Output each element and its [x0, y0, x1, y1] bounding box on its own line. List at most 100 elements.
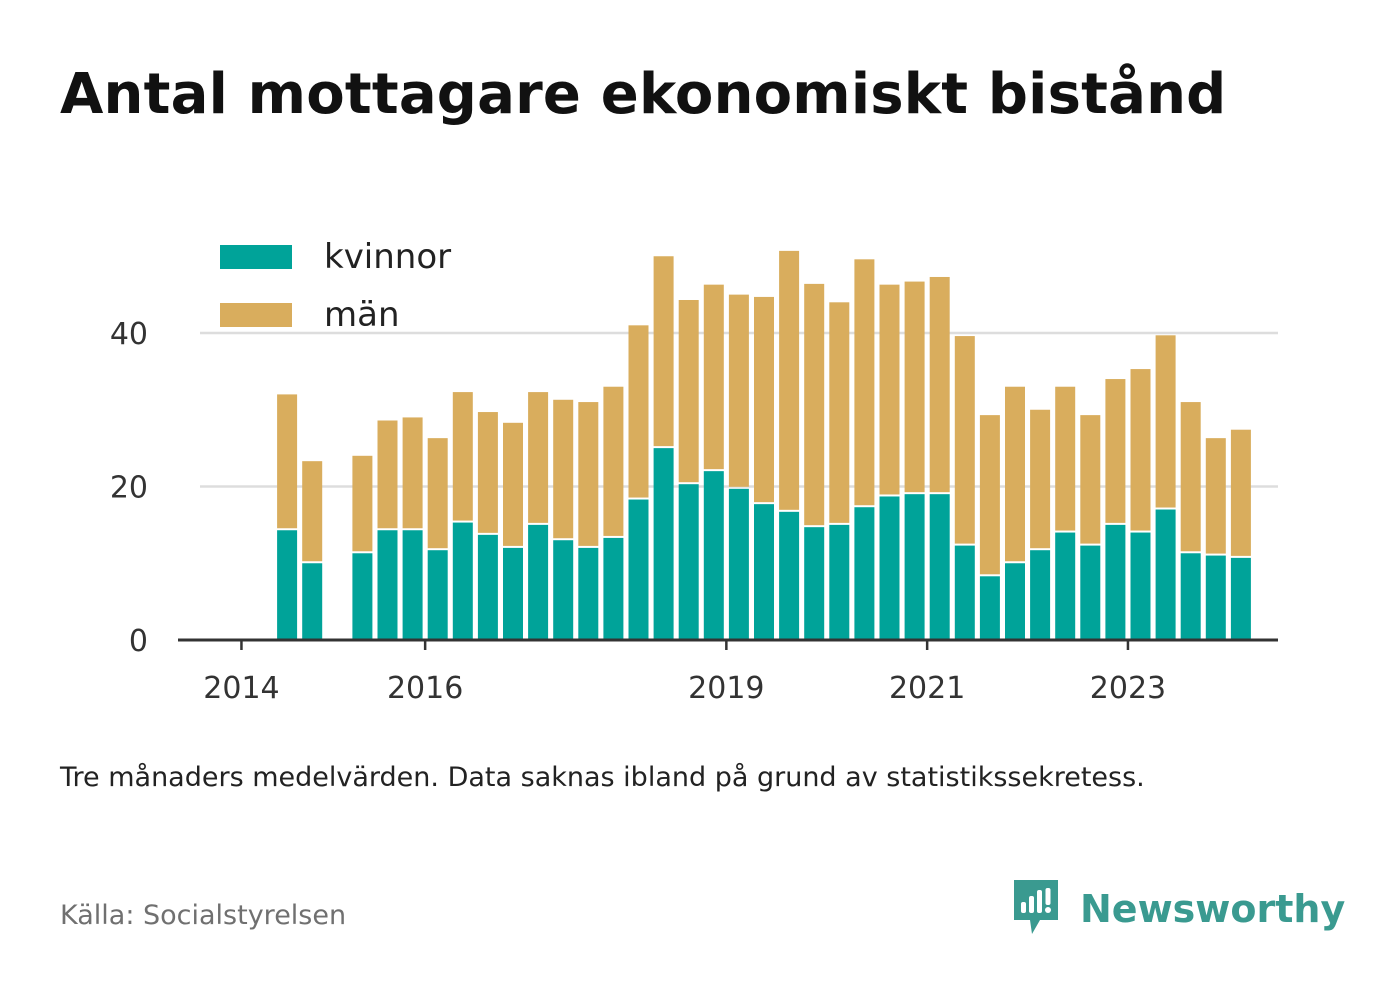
legend-label-kvinnor: kvinnor — [324, 237, 452, 277]
bar-man — [377, 420, 398, 529]
source-label: Källa: Socialstyrelsen — [60, 900, 347, 931]
bar-kvinnor — [402, 530, 423, 640]
legend-label-man: män — [324, 295, 400, 335]
bar-kvinnor — [954, 545, 975, 640]
bar-kvinnor — [779, 511, 800, 640]
bar-man — [1030, 409, 1051, 549]
bar-man — [578, 402, 599, 546]
y-tick-label: 20 — [110, 471, 148, 506]
bar-kvinnor — [979, 576, 1000, 640]
bar-man — [503, 422, 523, 546]
bar-kvinnor — [1230, 557, 1251, 640]
bars — [277, 250, 1251, 640]
bar-man — [929, 276, 950, 493]
bar-kvinnor — [277, 530, 298, 640]
bar-man — [1205, 438, 1226, 554]
chart-note: Tre månaders medelvärden. Data saknas ib… — [60, 762, 1145, 793]
bar-man — [1055, 386, 1076, 531]
bar-man — [277, 394, 298, 529]
bar-kvinnor — [352, 553, 373, 640]
bar-kvinnor — [1055, 532, 1076, 640]
bar-kvinnor — [879, 496, 900, 640]
bar-kvinnor — [578, 547, 599, 640]
bar-kvinnor — [829, 524, 850, 640]
bar-man — [653, 256, 674, 447]
bar-kvinnor — [703, 471, 724, 640]
bar-man — [879, 284, 900, 495]
bar-man — [553, 399, 574, 539]
x-tick-label: 2023 — [1090, 671, 1166, 706]
bar-man — [603, 386, 624, 536]
bar-man — [628, 325, 649, 498]
bar-kvinnor — [1080, 545, 1101, 640]
newsworthy-logo-icon — [1010, 876, 1062, 942]
bar-man — [728, 294, 749, 487]
bar-man — [1005, 386, 1025, 562]
bar-man — [302, 461, 323, 562]
legend-item-man: män — [220, 286, 451, 344]
bar-kvinnor — [653, 448, 674, 640]
bar-man — [1105, 379, 1126, 523]
bar-kvinnor — [528, 524, 549, 640]
bar-man — [452, 392, 473, 521]
bar-man — [779, 250, 800, 510]
bar-kvinnor — [678, 484, 699, 640]
bar-kvinnor — [302, 563, 323, 640]
bar-kvinnor — [1005, 563, 1025, 640]
bar-kvinnor — [427, 550, 448, 640]
bar-man — [754, 296, 774, 503]
bar-man — [954, 336, 975, 544]
legend: kvinnor män — [220, 228, 451, 344]
x-tick-label: 2021 — [889, 671, 965, 706]
bar-kvinnor — [1205, 555, 1226, 640]
legend-swatch-man — [220, 303, 292, 327]
bar-man — [1080, 415, 1101, 544]
bar-man — [1130, 369, 1151, 531]
bar-kvinnor — [377, 530, 398, 640]
bar-kvinnor — [1130, 532, 1151, 640]
bar-kvinnor — [1155, 509, 1176, 640]
bar-kvinnor — [804, 527, 825, 640]
bar-kvinnor — [603, 537, 624, 640]
legend-item-kvinnor: kvinnor — [220, 228, 451, 286]
bar-man — [703, 284, 724, 470]
newsworthy-brand[interactable]: Newsworthy — [1010, 876, 1345, 942]
bar-kvinnor — [1180, 553, 1201, 640]
bar-man — [477, 412, 498, 533]
x-tick-label: 2014 — [203, 671, 279, 706]
bar-man — [678, 299, 699, 483]
chart-title: Antal mottagare ekonomiskt bistånd — [60, 62, 1227, 127]
bar-kvinnor — [503, 547, 523, 640]
y-tick-label: 0 — [129, 624, 148, 659]
bar-man — [1155, 335, 1176, 508]
bar-man — [829, 302, 850, 523]
bar-man — [854, 259, 875, 506]
bar-kvinnor — [452, 522, 473, 640]
bar-man — [352, 455, 373, 552]
bar-kvinnor — [728, 488, 749, 640]
brand-name: Newsworthy — [1080, 887, 1346, 931]
bar-kvinnor — [854, 507, 875, 640]
bar-man — [904, 281, 925, 493]
y-tick-label: 40 — [110, 317, 148, 352]
bar-man — [804, 283, 825, 526]
bar-man — [1180, 402, 1201, 552]
bar-kvinnor — [929, 494, 950, 640]
bar-man — [1230, 429, 1251, 556]
x-tick-label: 2019 — [688, 671, 764, 706]
bar-kvinnor — [477, 534, 498, 640]
bar-man — [979, 415, 1000, 575]
bar-kvinnor — [1030, 550, 1051, 640]
bar-kvinnor — [1105, 524, 1126, 640]
x-tick-label: 2016 — [387, 671, 463, 706]
bar-kvinnor — [904, 494, 925, 640]
bar-man — [402, 417, 423, 529]
bar-kvinnor — [754, 504, 774, 640]
bar-kvinnor — [553, 540, 574, 640]
bar-man — [528, 392, 549, 523]
legend-swatch-kvinnor — [220, 245, 292, 269]
bar-man — [427, 438, 448, 549]
axes: 0 20 40 2014 2016 2019 2021 2023 — [110, 317, 1278, 706]
bar-kvinnor — [628, 499, 649, 640]
